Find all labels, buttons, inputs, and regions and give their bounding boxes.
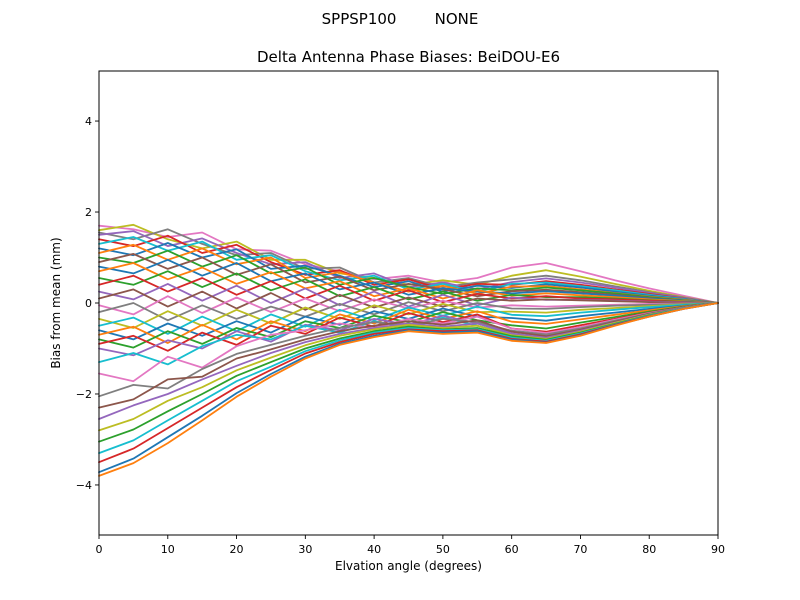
series-line-12: [98, 262, 719, 304]
series-line-16: [98, 288, 719, 311]
chart-title: Delta Antenna Phase Biases: BeiDOU-E6: [257, 48, 560, 66]
series-line-3: [98, 228, 719, 304]
x-tick-label: 10: [161, 543, 175, 556]
y-tick-label: −4: [76, 479, 92, 492]
x-tick-label: 60: [505, 543, 519, 556]
x-tick-label: 80: [642, 543, 656, 556]
x-tick-label: 40: [367, 543, 381, 556]
y-axis-label: Bias from mean (mm): [49, 237, 63, 369]
series-line-14: [98, 274, 719, 304]
x-tick-label: 20: [230, 543, 244, 556]
figure-suptitle: SPPSP100 NONE: [321, 10, 479, 28]
y-tick-label: 2: [85, 206, 92, 219]
x-tick-label: 30: [298, 543, 312, 556]
x-tick-label: 0: [96, 543, 103, 556]
series-line-22: [98, 302, 719, 344]
x-tick-label: 70: [573, 543, 587, 556]
series-line-11: [98, 258, 719, 304]
series-line-18: [98, 301, 719, 322]
series-line-20: [98, 302, 719, 335]
y-tick-label: −2: [76, 388, 92, 401]
y-tick-label: 0: [85, 297, 92, 310]
series-line-36: [98, 302, 719, 477]
x-tick-label: 50: [436, 543, 450, 556]
y-tick-label: 4: [85, 115, 92, 128]
series-line-1: [98, 224, 719, 304]
x-tick-label: 90: [711, 543, 725, 556]
x-axis-label: Elvation angle (degrees): [335, 559, 482, 573]
